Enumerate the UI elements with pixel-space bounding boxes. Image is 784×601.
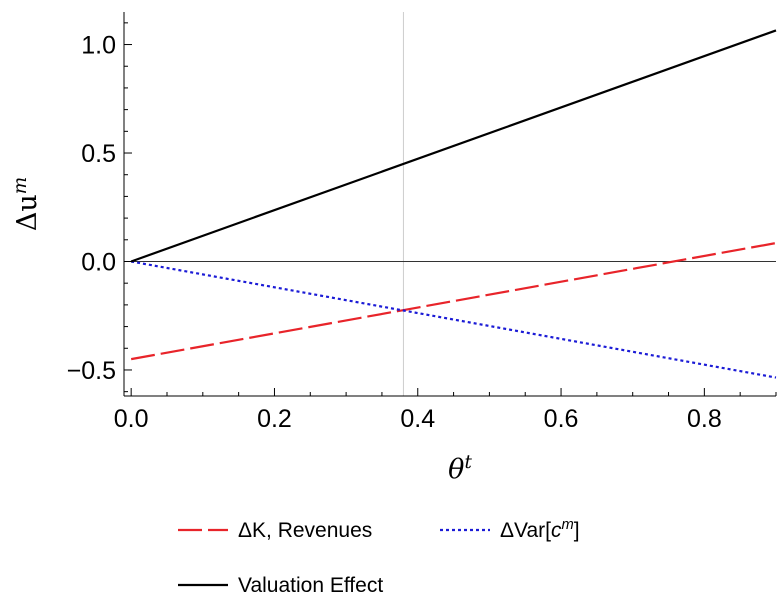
x-tick-label: 0.4 [400, 405, 435, 433]
x-tick-label: 0.0 [114, 405, 149, 433]
y-tick-label: 1.0 [81, 32, 116, 60]
axes: 0.0 0.2 0.4 0.6 0.8 −0.5 0.0 0.5 1.0 θt Δum [10, 12, 777, 485]
series-line-2 [130, 260, 777, 379]
y-tick-label: 0.0 [81, 248, 116, 276]
series-line-1 [130, 241, 777, 361]
plot-area [124, 12, 777, 396]
y-axis-title: Δum [10, 177, 43, 231]
legend-label-3: Valuation Effect [238, 574, 383, 597]
series-line-3 [130, 29, 777, 263]
y-tick-label: 0.5 [81, 140, 116, 168]
y-tick-label: −0.5 [67, 357, 116, 385]
legend: ΔK, Revenues ΔVar[cm] Valuation Effect [178, 517, 580, 597]
legend-label-1: ΔK, Revenues [238, 519, 372, 542]
x-tick-label: 0.8 [687, 405, 722, 433]
x-axis-title: θt [448, 452, 472, 485]
x-tick-label: 0.6 [544, 405, 579, 433]
legend-label-2: ΔVar[cm] [500, 517, 580, 542]
x-tick-label: 0.2 [257, 405, 292, 433]
